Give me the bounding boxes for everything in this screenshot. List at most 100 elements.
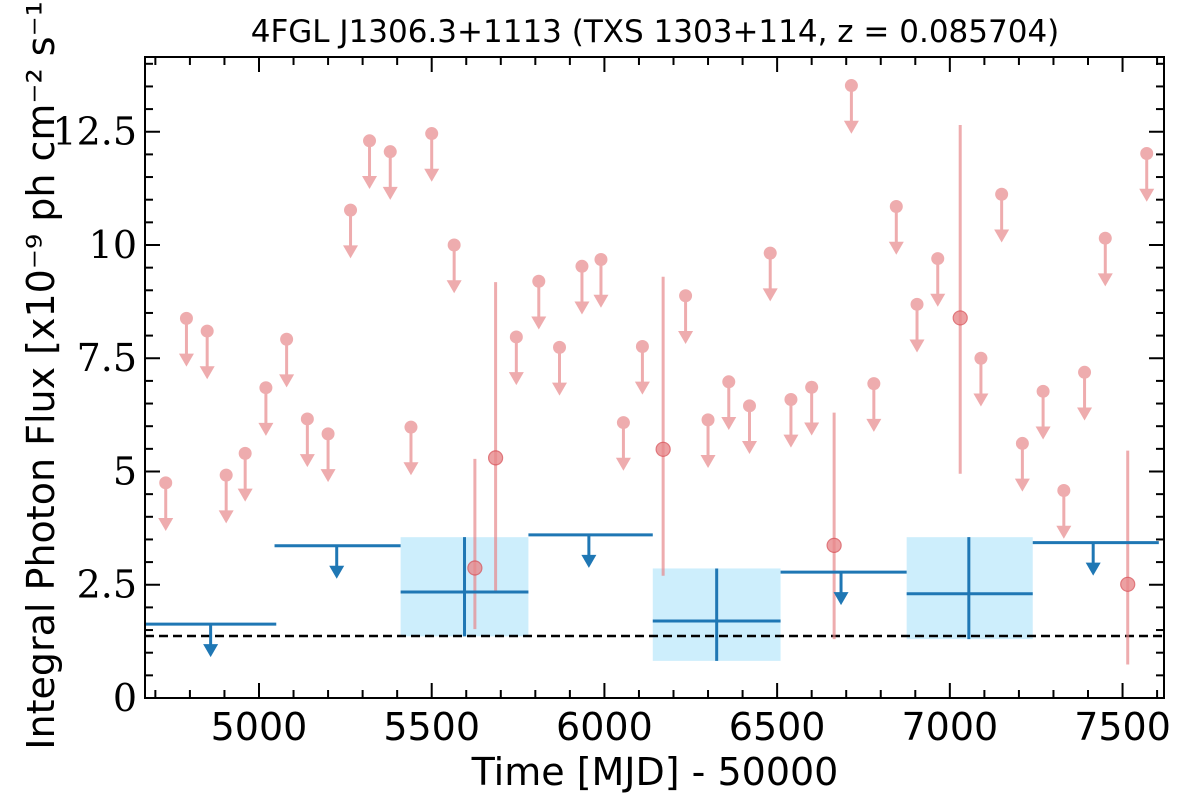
fine-upper-limit-marker: [280, 332, 294, 346]
fine-upper-limit-arrowhead: [783, 434, 799, 448]
fine-upper-limit-20: [615, 416, 631, 471]
x-tick-label: 7000: [901, 705, 998, 749]
coarse-upper-limit-1: [274, 544, 401, 579]
fine-upper-limit-marker: [844, 79, 858, 93]
fine-upper-limit-arrowhead: [973, 393, 989, 407]
fine-upper-limit-41: [843, 79, 859, 134]
fine-upper-limit-marker: [635, 339, 649, 353]
fine-upper-limit-arrowhead: [574, 301, 590, 315]
y-axis-label: Integral Photon Flux [x10⁻⁹ ph cm⁻² s⁻¹]: [19, 0, 63, 750]
fine-upper-limit-8: [320, 427, 336, 483]
x-tick-label: 5000: [211, 705, 308, 749]
fine-upper-limit-28: [804, 380, 820, 436]
fine-upper-limit-arrowhead: [382, 186, 398, 200]
fine-upper-limit-marker: [1036, 384, 1050, 398]
fine-upper-limit-arrowhead: [1035, 426, 1051, 440]
fine-detection-2: [655, 276, 671, 576]
fine-detection-marker: [1120, 576, 1136, 592]
fine-upper-limit-arrowhead: [552, 382, 568, 396]
fine-upper-limit-arrowhead: [178, 353, 194, 367]
fine-upper-limit-marker: [995, 187, 1009, 201]
fine-detection-marker: [655, 441, 671, 457]
fine-upper-limit-arrowhead: [218, 510, 234, 524]
fine-upper-limit-marker: [889, 199, 903, 213]
fine-upper-limit-13: [424, 127, 440, 182]
chart-title: 4FGL J1306.3+1113 (TXS 1303+114, z = 0.0…: [251, 14, 1060, 50]
coarse-upper-limit-4: [1032, 541, 1159, 576]
fine-upper-limit-marker: [344, 203, 358, 217]
fine-upper-limit-marker: [1140, 146, 1154, 160]
fine-upper-limit-arrowhead: [678, 330, 694, 344]
fine-upper-limit-30: [888, 199, 904, 255]
fine-upper-limit-36: [1035, 384, 1051, 440]
fine-upper-limit-marker: [575, 259, 589, 273]
fine-upper-limit-arrowhead: [634, 381, 650, 395]
fine-upper-limit-marker: [867, 377, 881, 391]
fine-upper-limit-arrowhead: [362, 176, 378, 190]
fine-detection-1: [488, 282, 504, 593]
axis-ticks: 5000 5500 6000 6500 7000 7500 0 2.5 5 7.5 10 12.5: [52, 57, 1171, 749]
fine-upper-limit-22: [678, 289, 694, 344]
plot-frame: [144, 56, 1165, 699]
fine-upper-limit-arrowhead: [909, 339, 925, 353]
coarse-upper-limit-2: [528, 533, 653, 568]
fine-upper-limit-arrowhead: [158, 518, 174, 532]
fine-upper-limit-marker: [238, 446, 252, 460]
x-axis-label: Time [MJD] - 50000: [471, 750, 839, 794]
fine-upper-limit-arrowhead: [424, 168, 440, 182]
y-tick-label: 12.5: [52, 110, 137, 154]
fine-upper-limit-marker: [594, 252, 608, 266]
fine-upper-limit-arrowhead: [866, 418, 882, 432]
fine-upper-limit-marker: [679, 289, 693, 303]
fine-upper-limit-marker: [447, 238, 461, 252]
coarse-upper-limit-3: [780, 570, 907, 606]
fine-upper-limit-marker: [763, 246, 777, 260]
fine-upper-limit-marker: [1057, 484, 1071, 498]
fine-upper-limit-marker: [300, 412, 314, 426]
fine-upper-limit-marker: [553, 340, 567, 354]
fine-detection-marker: [826, 537, 842, 553]
fine-upper-limit-marker: [383, 145, 397, 159]
fine-upper-limit-arrowhead: [721, 417, 737, 431]
fine-upper-limit-4: [237, 446, 253, 502]
fine-upper-limit-arrowhead: [930, 293, 946, 307]
fine-upper-limit-6: [279, 332, 295, 388]
fine-upper-limit-marker: [179, 311, 193, 325]
fine-upper-limit-9: [343, 203, 359, 259]
fine-upper-limit-arrowhead: [1014, 478, 1030, 492]
coarse-upper-limit-arrowhead: [329, 565, 345, 579]
fine-upper-limit-35: [1014, 436, 1030, 492]
fine-upper-limit-arrowhead: [446, 280, 462, 294]
fine-upper-limit-16: [531, 274, 547, 330]
fine-upper-limit-marker: [425, 127, 439, 141]
fine-upper-limit-marker: [1098, 231, 1112, 245]
coarse-upper-limit-arrowhead: [1085, 562, 1101, 576]
fine-upper-limit-marker: [722, 375, 736, 389]
fine-upper-limit-marker: [1078, 365, 1092, 379]
coarse-detection-1: [652, 568, 781, 661]
fine-upper-limit-arrowhead: [320, 469, 336, 483]
fine-upper-limit-marker: [219, 468, 233, 482]
fine-upper-limit-marker: [1015, 436, 1029, 450]
fine-upper-limit-33: [973, 351, 989, 407]
fine-detection-marker: [952, 310, 968, 326]
fine-upper-limit-arrowhead: [741, 441, 757, 455]
fine-upper-limit-arrowhead: [299, 454, 315, 468]
y-tick-label: 7.5: [77, 336, 137, 380]
fine-upper-limit-marker: [974, 351, 988, 365]
fine-detection-marker: [467, 560, 483, 576]
coarse-upper-limit-arrowhead: [203, 644, 219, 658]
fine-upper-limit-31: [909, 297, 925, 353]
fine-upper-limit-26: [762, 246, 778, 302]
y-tick-label: 2.5: [77, 563, 137, 607]
fine-upper-limit-arrowhead: [762, 288, 778, 302]
fine-upper-limit-17: [552, 340, 568, 396]
fine-detection-3: [826, 412, 842, 640]
fine-detection-5: [1120, 450, 1136, 665]
plot-area: [145, 79, 1164, 665]
fine-upper-limit-marker: [363, 134, 377, 148]
fine-upper-limit-arrowhead: [403, 462, 419, 476]
fine-upper-limit-arrowhead: [593, 294, 609, 308]
fine-upper-limit-39: [1097, 231, 1113, 287]
